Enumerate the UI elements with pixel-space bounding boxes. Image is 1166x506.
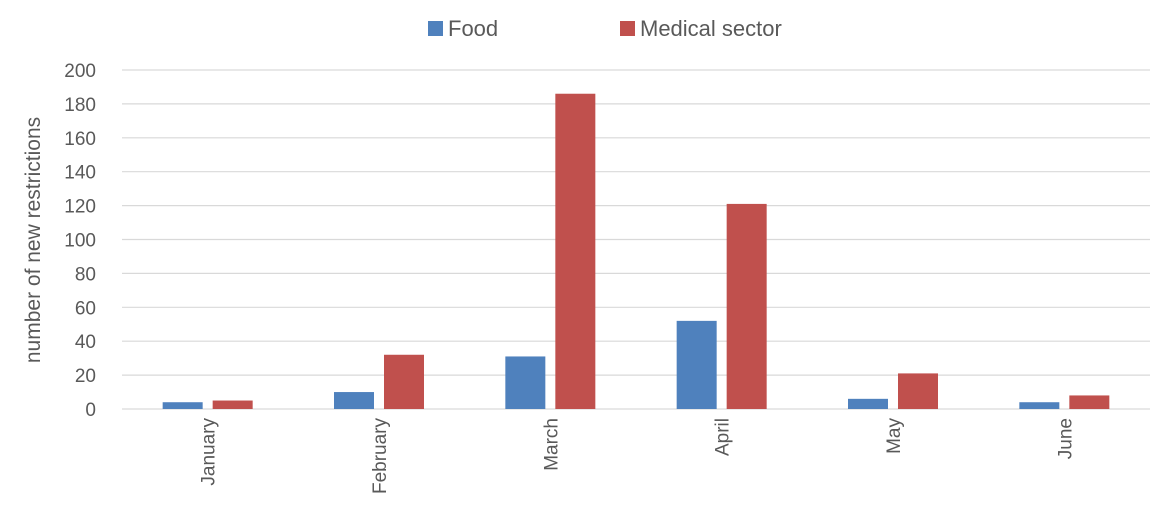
bar-medical-sector-april	[726, 203, 767, 409]
x-category-label: February	[370, 418, 391, 495]
y-tick-label: 0	[85, 400, 96, 421]
x-category-label: March	[541, 418, 562, 471]
bar-medical-sector-june	[1069, 395, 1110, 409]
legend-label-medical-sector: Medical sector	[640, 16, 782, 41]
y-tick-label: 40	[75, 332, 96, 353]
y-tick-label: 160	[64, 129, 96, 150]
bar-food-may	[848, 398, 888, 409]
x-axis-categories: January February March April May June	[199, 418, 1077, 495]
bar-food-april	[676, 320, 717, 409]
y-tick-label: 80	[75, 264, 96, 285]
y-tick-label: 200	[64, 61, 96, 82]
y-tick-label: 120	[64, 197, 96, 218]
y-tick-label: 100	[64, 231, 96, 252]
x-category-label: June	[1055, 418, 1076, 459]
y-axis-ticks: 0 20 40 60 80 100 120 140 160 180 200	[64, 61, 96, 421]
bar-medical-sector-march	[555, 93, 596, 409]
x-category-label: May	[884, 418, 905, 454]
bar-food-june	[1019, 402, 1060, 409]
x-category-label: January	[199, 418, 220, 486]
legend-swatch-food	[428, 21, 443, 36]
bar-food-january	[162, 402, 203, 409]
x-category-label: April	[713, 418, 734, 456]
bar-medical-sector-february	[384, 354, 424, 409]
legend-label-food: Food	[448, 16, 498, 41]
legend-swatch-medical-sector	[620, 21, 635, 36]
y-tick-label: 140	[64, 163, 96, 184]
legend: Food Medical sector	[428, 16, 782, 41]
y-axis-label: number of new restrictions	[22, 117, 45, 363]
y-tick-label: 60	[75, 298, 96, 319]
bar-medical-sector-january	[212, 400, 253, 409]
grid-lines	[122, 69, 1150, 410]
bar-food-march	[505, 356, 546, 409]
bar-medical-sector-may	[898, 373, 938, 409]
bar-food-february	[334, 392, 374, 409]
y-tick-label: 20	[75, 366, 96, 387]
y-tick-label: 180	[64, 95, 96, 116]
bars	[162, 93, 1110, 409]
